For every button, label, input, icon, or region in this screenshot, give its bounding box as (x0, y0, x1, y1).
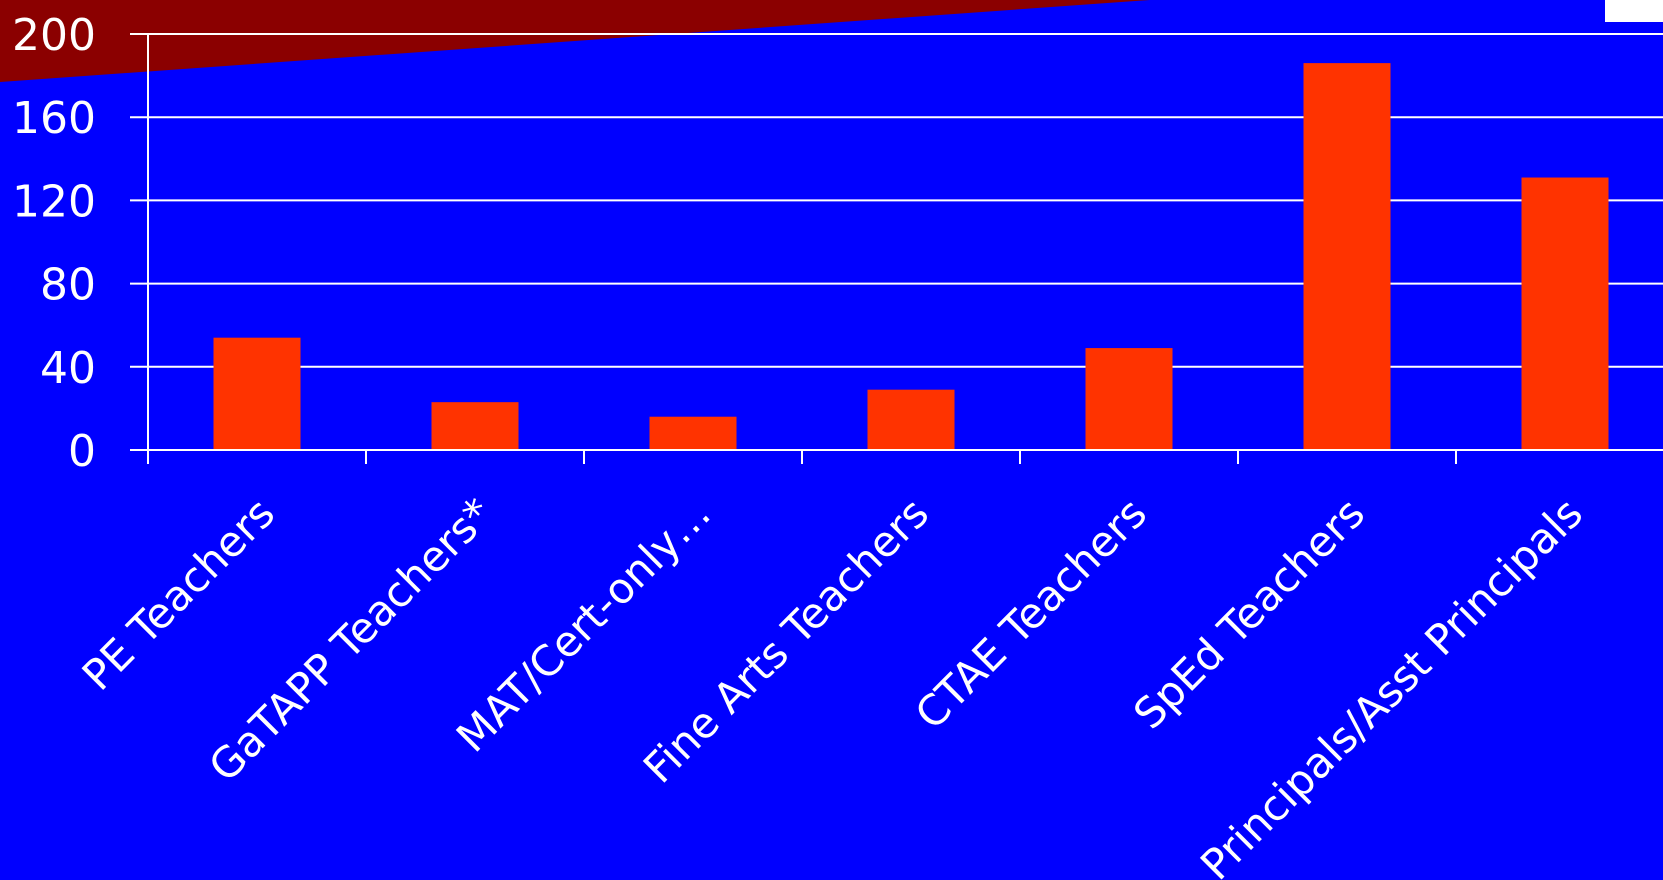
axes (130, 33, 1663, 464)
bar-3 (867, 389, 955, 450)
y-tick-label-120: 120 (12, 176, 96, 227)
bar-5 (1303, 63, 1391, 451)
x-tick-label-4: CTAE Teachers (906, 488, 1156, 738)
y-tick-label-0: 0 (68, 426, 96, 477)
bar-1 (431, 402, 519, 450)
bars (213, 63, 1609, 451)
x-tick-label-5: SpEd Teachers (1124, 488, 1374, 738)
decorative-corner-band (0, 0, 1150, 82)
y-tick-label-40: 40 (40, 343, 96, 394)
bar-0 (213, 337, 301, 450)
x-tick-label-6: Principals/Asst Principals (1191, 488, 1592, 880)
gridlines (148, 33, 1663, 368)
bar-6 (1521, 177, 1609, 450)
y-tick-label-160: 160 (12, 93, 96, 144)
y-tick-label-80: 80 (40, 260, 96, 311)
y-tick-labels: 0 40 80 120 160 200 (12, 10, 96, 477)
x-tick-label-0: PE Teachers (73, 488, 284, 699)
top-right-white-block (1605, 0, 1663, 22)
bar-4 (1085, 348, 1173, 450)
bar-2 (649, 416, 737, 450)
y-tick-label-200: 200 (12, 10, 96, 61)
